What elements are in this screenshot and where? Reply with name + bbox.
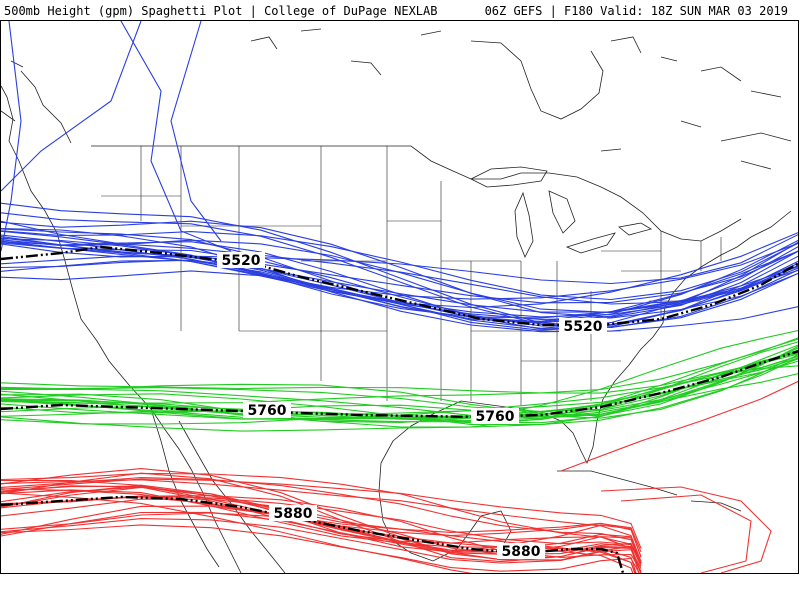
ensemble-means <box>1 245 798 573</box>
member-5760-contour <box>1 351 798 394</box>
bc-coast <box>1 60 72 144</box>
member-5880-contour <box>1 495 642 565</box>
mean-5520-contour <box>1 245 798 327</box>
us-canada-border <box>91 145 742 242</box>
member-5520-contour <box>1 234 798 285</box>
member-5880-contour <box>1 472 642 567</box>
contour-label-5760: 5760 <box>243 402 291 419</box>
contour-label-text: 5520 <box>564 319 603 335</box>
lake-erie <box>565 232 616 254</box>
contour-label-text: 5880 <box>502 544 541 560</box>
mean-5880-contour <box>1 495 625 573</box>
member-5880-contour <box>1 477 642 564</box>
west-coastline <box>1 85 242 573</box>
member-5880-contour <box>1 511 642 573</box>
member-5520-contour <box>1 238 798 319</box>
member-5520-contour <box>1 21 22 252</box>
valid-time: 06Z GEFS | F180 Valid: 18Z SUN MAR 03 20… <box>484 4 788 18</box>
member-5760-contour <box>1 337 798 404</box>
lake-michigan <box>514 191 534 258</box>
member-5520-contour <box>1 242 798 327</box>
member-5880-contour <box>1 498 642 563</box>
contour-label-text: 5760 <box>476 409 515 425</box>
gulf-coast <box>378 412 470 562</box>
contour-label-5880: 5880 <box>497 543 545 560</box>
contour-label-5880: 5880 <box>269 505 317 522</box>
member-5880-contour <box>1 524 640 573</box>
member-5520-contour <box>1 220 798 305</box>
lake-ontario <box>618 222 653 236</box>
member-5520-contour <box>1 202 798 328</box>
member-5880-contour <box>600 486 772 573</box>
member-5520-contour <box>1 227 798 333</box>
member-5520-contour <box>120 21 232 252</box>
member-5880-contour <box>620 494 752 573</box>
contour-label-text: 5760 <box>248 403 287 419</box>
contour-label-5520: 5520 <box>217 252 265 269</box>
member-5880-contour <box>1 479 642 562</box>
member-5760-contour <box>1 341 798 424</box>
spaghetti-map: 5520 5520 5760 5760 5880 5880 <box>1 21 798 573</box>
member-5880-contour <box>1 518 642 569</box>
contour-label-5760: 5760 <box>471 408 519 425</box>
member-5520-contour <box>1 259 798 324</box>
member-5760-contour <box>1 373 798 423</box>
member-5880-contour <box>1 492 473 573</box>
map-frame: 5520 5520 5760 5760 5880 5880 <box>0 20 799 574</box>
member-5520-contour <box>1 21 142 192</box>
header-bar: 500mb Height (gpm) Spaghetti Plot | Coll… <box>0 0 800 20</box>
contour-label-text: 5880 <box>274 506 313 522</box>
member-5520-contour <box>1 228 798 331</box>
member-5760-contour <box>1 365 798 428</box>
member-5760-contour <box>1 352 798 426</box>
east-coast <box>628 210 792 366</box>
ensemble-members <box>1 21 798 573</box>
state-lines <box>101 146 722 411</box>
lake-superior <box>470 166 548 188</box>
yucatan <box>468 510 512 550</box>
contour-label-text: 5520 <box>222 253 261 269</box>
hudson-bay <box>470 40 604 120</box>
member-5520-contour <box>1 220 798 318</box>
arctic-islands <box>250 28 792 170</box>
cuba <box>557 470 678 496</box>
member-5880-contour <box>560 380 798 472</box>
plot-title: 500mb Height (gpm) Spaghetti Plot | Coll… <box>4 4 438 18</box>
member-5520-contour <box>170 21 222 242</box>
member-5520-contour <box>1 230 798 301</box>
lake-huron <box>548 190 576 234</box>
contour-labels: 5520 5520 5760 5760 5880 5880 <box>217 252 607 560</box>
member-5520-contour <box>1 240 798 304</box>
mean-5760-contour <box>1 350 798 419</box>
contour-label-5520: 5520 <box>559 318 607 335</box>
member-5520-contour <box>1 239 798 314</box>
hispaniola <box>690 500 742 512</box>
member-5880-contour <box>1 489 636 573</box>
member-5520-contour <box>1 239 798 323</box>
member-5520-contour <box>1 212 798 329</box>
member-5880-contour <box>1 484 642 558</box>
